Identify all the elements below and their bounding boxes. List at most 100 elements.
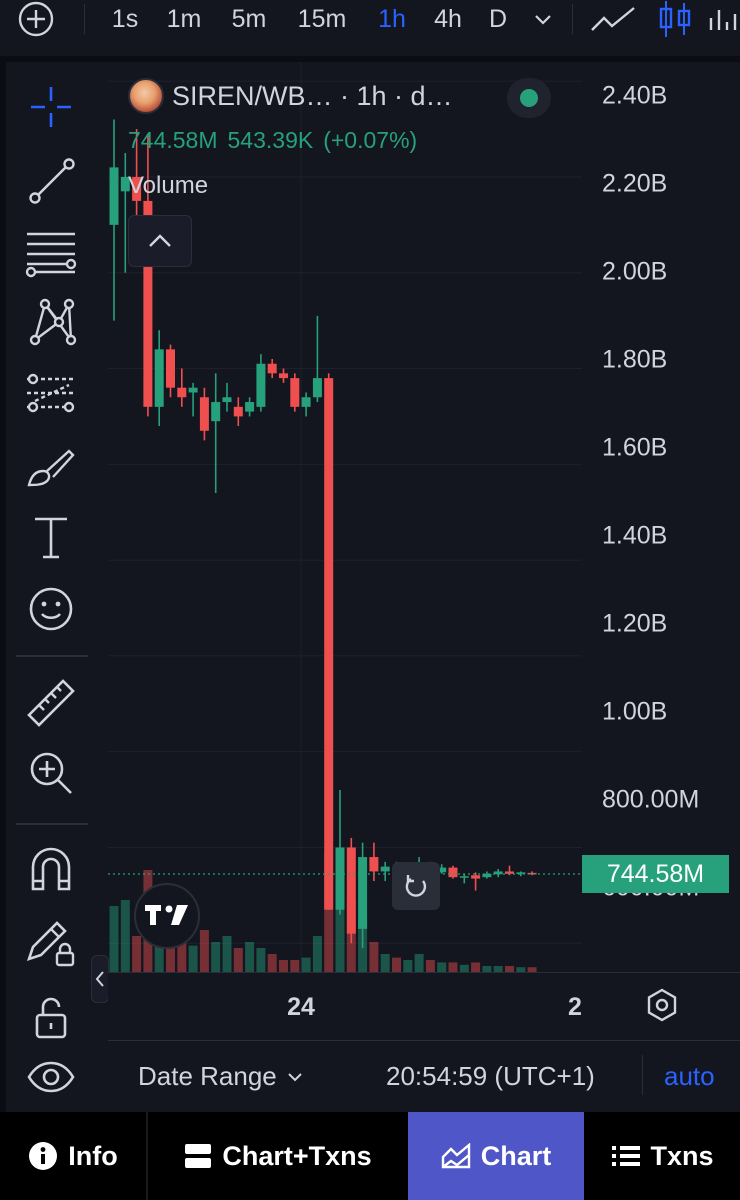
crosshair-icon <box>31 87 71 127</box>
pattern-tool[interactable] <box>24 295 78 349</box>
last-price-tag: 744.58M <box>582 855 729 894</box>
nav-separator <box>146 1112 148 1200</box>
candle-body <box>324 378 334 910</box>
zoom-in-icon <box>30 752 72 794</box>
smiley-icon <box>29 587 73 631</box>
interval-5m[interactable]: 5m <box>231 4 267 33</box>
market-open-dot <box>520 89 538 107</box>
candles-chart-button[interactable] <box>652 0 698 38</box>
volume-bar <box>312 936 322 972</box>
volume-bar <box>120 900 130 972</box>
candles-icon <box>659 1 691 37</box>
interval-d[interactable]: D <box>488 4 508 33</box>
chart-legend[interactable]: SIREN/WB… · 1h · d… <box>128 78 453 114</box>
chart-settings-icon[interactable] <box>644 987 680 1023</box>
timezone-clock[interactable]: 20:54:59 (UTC+1) <box>386 1061 595 1091</box>
candle-body <box>109 167 119 225</box>
symbol-title[interactable]: SIREN/WB… · 1h · d… <box>172 80 453 111</box>
volume-label: Volume <box>128 172 209 199</box>
volume-bar <box>199 930 209 972</box>
area-chart-icon <box>441 1143 471 1169</box>
toolbar-separator <box>572 4 573 34</box>
price-label: 1.80B <box>602 345 668 374</box>
forecast-tool[interactable] <box>24 368 78 422</box>
lock-all-tool[interactable] <box>24 990 78 1044</box>
time-axis[interactable]: 24 2 <box>108 972 740 1038</box>
candle-body <box>279 373 288 379</box>
chevron-up-icon <box>149 234 171 247</box>
add-symbol-button[interactable] <box>14 0 58 38</box>
drawing-toolbar <box>0 62 104 1112</box>
zoom-in-tool[interactable] <box>24 746 78 800</box>
ruler-icon <box>27 679 75 727</box>
interval-4h[interactable]: 4h <box>434 4 462 33</box>
indicators-button[interactable] <box>704 0 740 38</box>
price-label: 1.00B <box>602 697 668 726</box>
candle-body <box>143 200 153 407</box>
chart-pane[interactable] <box>108 62 582 972</box>
candle-body <box>369 857 379 872</box>
tab-txns-label: Txns <box>650 1140 714 1171</box>
tab-txns[interactable]: Txns <box>586 1112 740 1200</box>
candle-body <box>505 871 514 874</box>
brush-icon <box>27 449 75 487</box>
lock-drawing-tool[interactable] <box>24 914 78 968</box>
volume-bar <box>425 960 435 972</box>
text-tool[interactable] <box>24 510 78 564</box>
price-label: 1.60B <box>602 433 668 462</box>
tradingview-logo[interactable] <box>134 883 200 949</box>
volume-bar <box>403 960 413 972</box>
market-status[interactable] <box>507 78 551 118</box>
volume-bar <box>222 936 232 972</box>
interval-1m[interactable]: 1m <box>166 4 202 33</box>
interval-1s[interactable]: 1s <box>111 4 139 33</box>
ruler-tool[interactable] <box>24 676 78 730</box>
volume-bar <box>505 966 514 972</box>
candle-body <box>346 847 356 934</box>
tab-info[interactable]: Info <box>0 1112 146 1200</box>
price-label: 800.00M <box>602 785 700 814</box>
chart-status-bar: Date Range 20:54:59 (UTC+1) auto <box>108 1040 740 1112</box>
auto-scale-button[interactable]: auto <box>664 1061 715 1091</box>
interval-1h[interactable]: 1h <box>378 4 406 33</box>
hide-drawings-tool[interactable] <box>24 1050 78 1104</box>
candle-body <box>335 847 345 910</box>
volume-bar <box>369 942 379 972</box>
volume-bar <box>324 852 334 972</box>
candle-body <box>380 866 390 872</box>
candle-body <box>211 402 221 422</box>
line-chart-icon <box>591 7 635 31</box>
collapse-legend-button[interactable] <box>128 215 192 267</box>
fib-retracement-tool[interactable] <box>24 225 78 279</box>
magnet-tool[interactable] <box>24 844 78 898</box>
tab-chart-label: Chart <box>480 1140 552 1171</box>
tab-chart-txns[interactable]: Chart+Txns <box>148 1112 408 1200</box>
chevron-down-icon <box>535 15 551 25</box>
candle-body <box>188 387 198 393</box>
emoji-tool[interactable] <box>24 582 78 636</box>
interval-dropdown[interactable] <box>528 0 558 38</box>
volume-bar <box>279 960 288 972</box>
toggle-toolbar-handle[interactable] <box>91 955 109 1003</box>
interval-15m[interactable]: 15m <box>297 4 347 33</box>
volume-bar <box>527 967 537 972</box>
trend-line-tool[interactable] <box>24 155 78 209</box>
crosshair-tool[interactable] <box>24 80 78 134</box>
line-chart-button[interactable] <box>588 0 638 38</box>
reset-chart-button[interactable] <box>392 862 440 910</box>
split-view-icon <box>184 1143 212 1169</box>
price-label: 2.20B <box>602 169 668 198</box>
candle-body <box>448 867 458 878</box>
tab-chart-txns-label: Chart+Txns <box>222 1140 372 1171</box>
legend-values: 744.58M 543.39K (+0.07%) <box>128 127 427 154</box>
volume-bar <box>256 948 266 972</box>
trend-line-icon <box>29 158 75 204</box>
tab-chart[interactable]: Chart <box>408 1112 584 1200</box>
price-axis[interactable]: 2.40B 2.20B 2.00B 1.80B 1.60B 1.40B 1.20… <box>582 62 740 972</box>
date-range-button[interactable]: Date Range <box>138 1061 303 1092</box>
brush-tool[interactable] <box>24 440 78 494</box>
horizontal-lines-icon <box>25 232 77 278</box>
rotate-icon <box>405 875 427 897</box>
candle-body <box>527 872 537 875</box>
candle-body <box>358 857 368 929</box>
